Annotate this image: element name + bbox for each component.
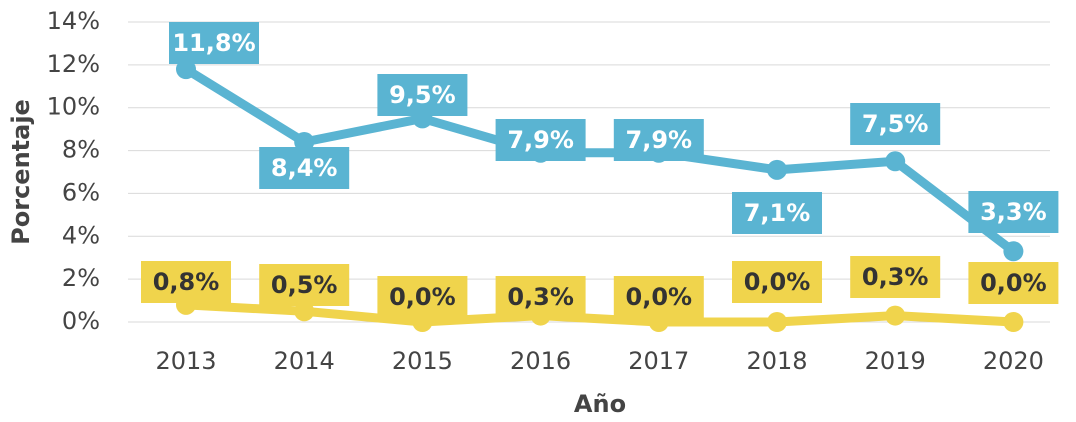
data-label-box [259,147,350,189]
x-tick-label: 2013 [155,347,216,375]
data-label-box [968,191,1059,233]
data-point [885,305,906,326]
data-label: 7,5% [862,110,929,138]
data-label: 0,0% [389,283,456,311]
data-label-box [495,276,586,318]
y-axis-title: Porcentaje [7,99,35,245]
y-tick-label: 12% [47,50,100,78]
data-label-box [732,261,822,303]
y-tick-label: 14% [47,7,100,35]
data-point [294,301,315,322]
data-label: 9,5% [389,81,456,109]
data-label-box [850,256,941,298]
x-tick-label: 2016 [510,347,571,375]
data-label: 0,3% [862,263,929,291]
data-label-box [377,276,468,318]
data-label: 8,4% [271,154,338,182]
series-line [185,300,1014,327]
data-label: 0,0% [980,269,1047,297]
data-label: 7,9% [507,126,574,154]
y-tick-label: 4% [62,221,100,249]
data-label-box [613,119,704,161]
data-label-box [968,262,1059,304]
data-label-box [377,74,468,116]
series-line [183,65,1017,255]
x-tick-label: 2019 [865,347,926,375]
data-label: 7,9% [626,126,693,154]
data-label-box [495,119,586,161]
x-axis-title: Año [574,390,626,418]
data-label-box [732,192,822,234]
y-tick-label: 2% [62,264,100,292]
data-label: 11,8% [172,29,255,57]
data-point [1003,312,1024,332]
data-label: 7,1% [744,199,811,227]
x-tick-label: 2017 [628,347,689,375]
data-point [767,312,787,332]
data-label: 0,5% [271,271,338,299]
x-tick-label: 2014 [274,347,335,375]
y-tick-label: 6% [62,178,100,206]
y-tick-label: 0% [62,307,100,335]
data-point [176,59,196,80]
data-label-box [259,264,350,306]
data-label: 0,0% [744,268,811,296]
data-label: 0,0% [626,283,693,311]
x-tick-label: 2020 [983,347,1044,375]
data-label: 3,3% [980,198,1047,226]
x-tick-label: 2015 [392,347,453,375]
y-tick-label: 10% [47,93,100,121]
y-tick-label: 8% [62,136,100,164]
data-label-box [850,103,941,145]
data-label-box [613,276,704,318]
data-point [885,151,906,172]
data-label-box [141,261,231,303]
data-point [767,159,787,180]
data-point [1003,241,1024,262]
data-label: 0,3% [507,283,574,311]
data-label-box [169,22,259,64]
x-tick-label: 2018 [746,347,807,375]
data-label: 0,8% [153,268,220,296]
